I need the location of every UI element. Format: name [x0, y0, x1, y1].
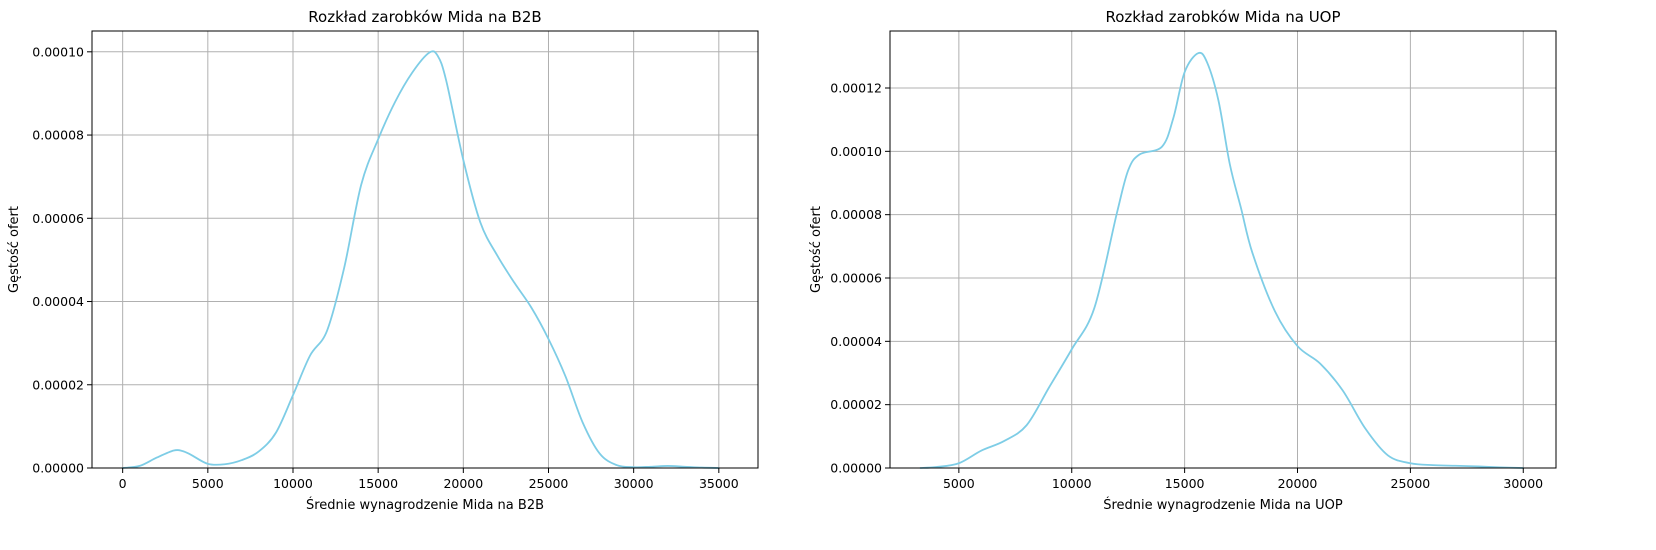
y-tick-label: 0.00000 [830, 461, 882, 476]
x-tick-label: 25000 [529, 476, 569, 491]
x-tick-label: 20000 [443, 476, 483, 491]
x-tick-label: 20000 [1278, 476, 1318, 491]
x-tick-label: 15000 [1165, 476, 1205, 491]
x-tick-label: 5000 [943, 476, 975, 491]
x-axis-ticks: 5000 10000 15000 20000 25000 30000 [943, 468, 1543, 491]
x-tick-label: 30000 [1503, 476, 1543, 491]
chart-panel-b2b: 0 5000 10000 15000 20000 25000 30000 35000 0.00… [7, 8, 759, 513]
y-axis-ticks: 0.00000 0.00002 0.00004 0.00006 0.00008 0.000… [32, 44, 92, 476]
plot-frame [889, 30, 1557, 469]
x-tick-label: 35000 [699, 476, 739, 491]
y-axis-label: Gęstość ofert [809, 206, 824, 293]
y-axis-label: Gęstość ofert [7, 206, 22, 293]
plot-frame [91, 30, 759, 469]
y-tick-label: 0.00002 [32, 377, 84, 392]
grid-lines [890, 31, 1556, 469]
density-line [919, 51, 1525, 469]
x-tick-label: 0 [119, 476, 127, 491]
x-axis-label: Średnie wynagrodzenie Mida na UOP [1103, 497, 1343, 513]
y-tick-label: 0.00010 [32, 44, 84, 59]
y-axis-ticks: 0.00000 0.00002 0.00004 0.00006 0.00008 0.000… [830, 81, 890, 476]
y-tick-label: 0.00010 [830, 144, 882, 159]
y-tick-label: 0.00012 [830, 81, 882, 96]
chart-panel-uop: 5000 10000 15000 20000 25000 30000 0.000000.0… [809, 8, 1557, 513]
y-tick-label: 0.00004 [830, 334, 882, 349]
y-tick-label: 0.00008 [32, 128, 84, 143]
x-tick-label: 10000 [273, 476, 313, 491]
y-tick-label: 0.00004 [32, 294, 84, 309]
y-tick-label: 0.00006 [830, 271, 882, 286]
x-tick-label: 15000 [358, 476, 398, 491]
series-layer [919, 51, 1525, 469]
y-tick-label: 0.00000 [32, 461, 84, 476]
chart-title: Rozkład zarobków Mida na UOP [1105, 8, 1340, 26]
x-axis-ticks: 0 5000 10000 15000 20000 25000 30000 35000 [119, 468, 739, 491]
x-tick-label: 5000 [192, 476, 224, 491]
y-tick-label: 0.00002 [830, 397, 882, 412]
series-layer [121, 50, 720, 469]
y-tick-label: 0.00006 [32, 211, 84, 226]
x-tick-label: 25000 [1391, 476, 1431, 491]
chart-title: Rozkład zarobków Mida na B2B [308, 8, 541, 26]
y-tick-label: 0.00008 [830, 207, 882, 222]
x-axis-label: Średnie wynagrodzenie Mida na B2B [306, 497, 544, 513]
density-line [121, 50, 720, 469]
x-tick-label: 10000 [1052, 476, 1092, 491]
x-tick-label: 30000 [614, 476, 654, 491]
